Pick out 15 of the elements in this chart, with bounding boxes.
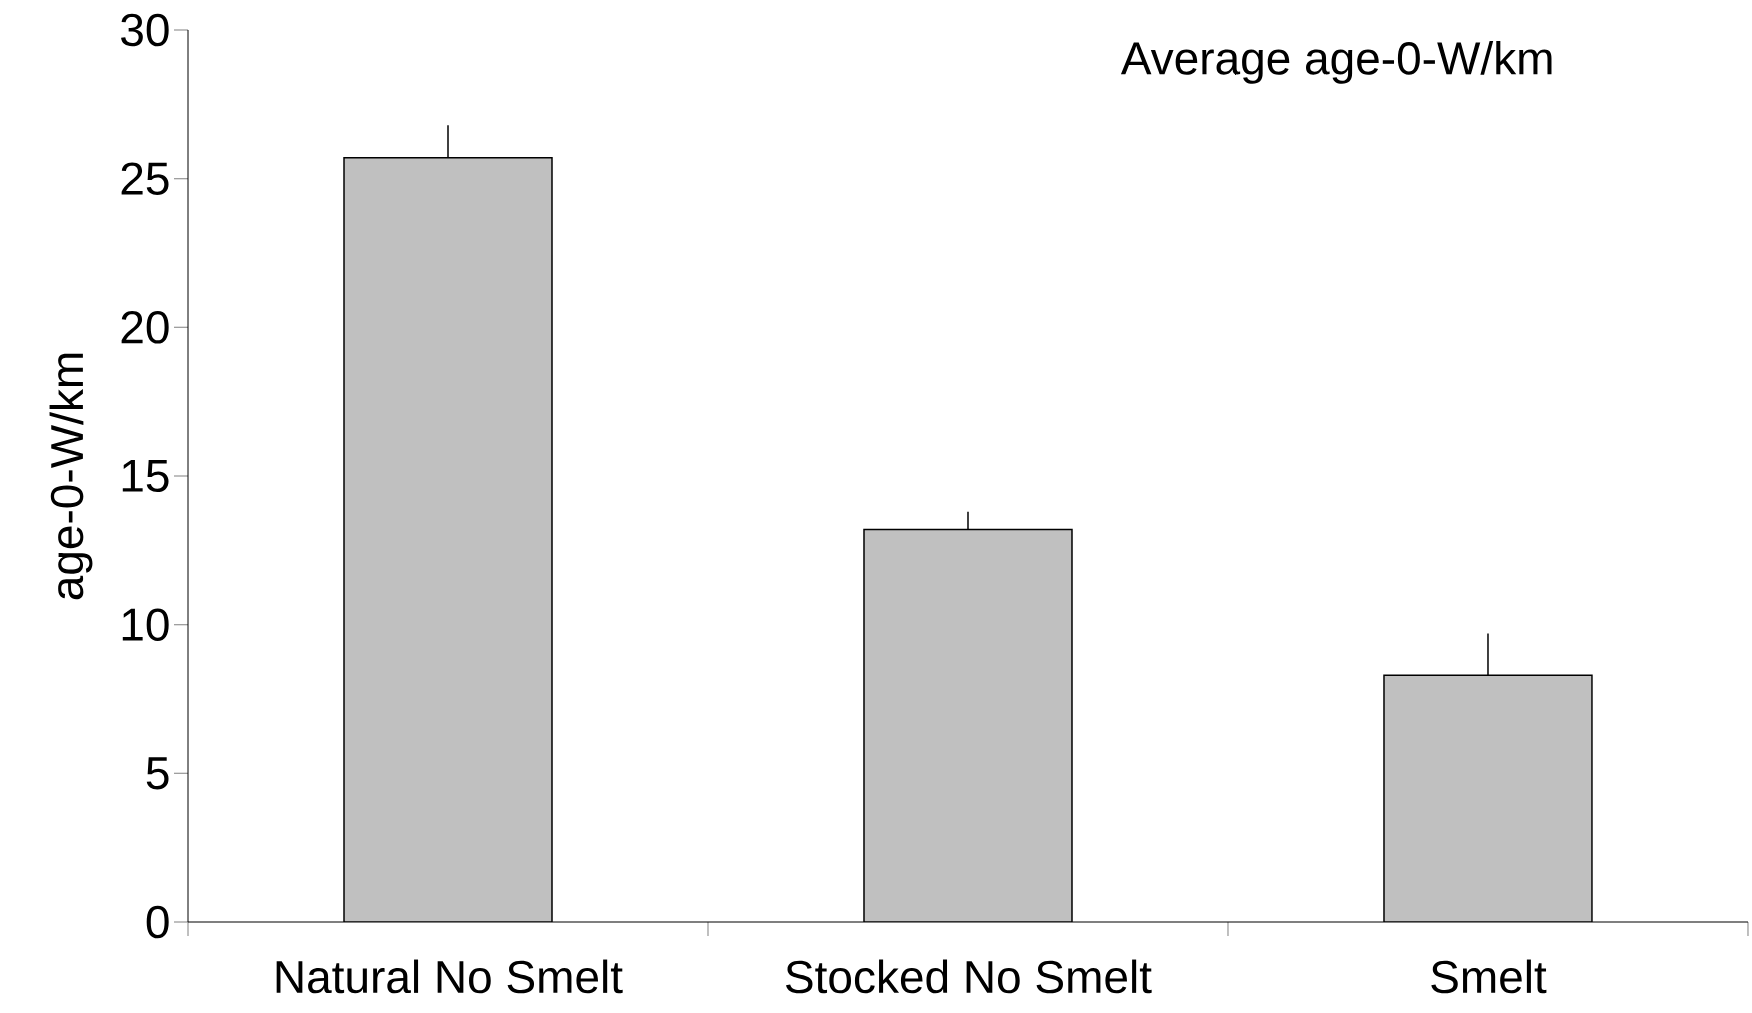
y-tick-label: 25 bbox=[121, 162, 169, 195]
bar bbox=[343, 157, 553, 922]
bar bbox=[1383, 674, 1593, 922]
y-axis-title: age-0-W/km bbox=[49, 353, 93, 600]
x-tick-label: Smelt bbox=[1431, 959, 1547, 994]
y-tick-label: 0 bbox=[146, 905, 169, 939]
x-tick-label: Natural No Smelt bbox=[276, 959, 623, 994]
chart-title: Average age-0-W/km bbox=[1120, 40, 1552, 84]
y-tick-label: 10 bbox=[122, 608, 169, 641]
y-tick-label: 5 bbox=[146, 757, 169, 790]
x-tick-label: Stocked No Smelt bbox=[786, 959, 1152, 994]
y-tick-label: 30 bbox=[121, 13, 169, 47]
bar bbox=[863, 528, 1073, 922]
y-tick-label: 15 bbox=[122, 459, 169, 493]
y-tick-label: 20 bbox=[121, 311, 169, 344]
